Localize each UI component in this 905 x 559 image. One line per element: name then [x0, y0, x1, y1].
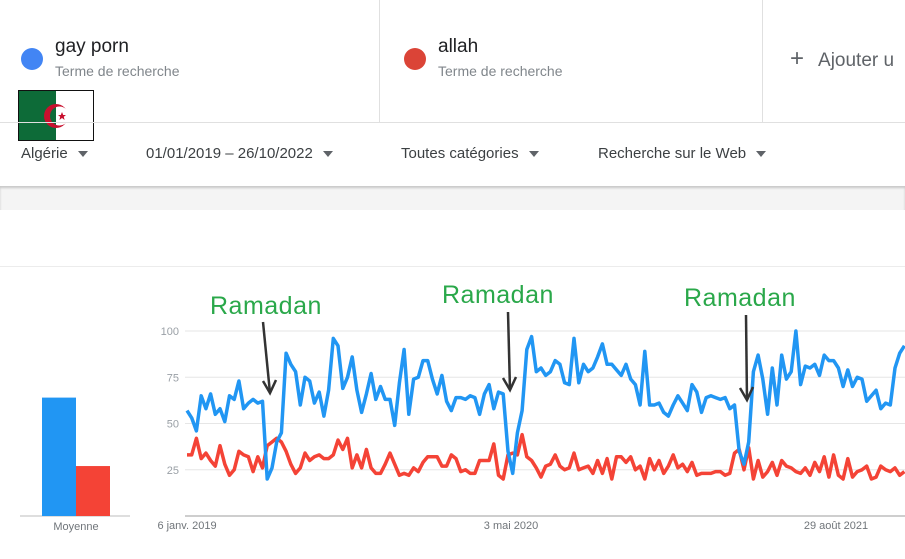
divider: [0, 122, 905, 123]
average-bar: [76, 466, 110, 516]
series-line-gay-porn: [185, 329, 905, 481]
arrow-icon: [261, 321, 272, 394]
divider: [379, 0, 380, 122]
term-subtitle: Terme de recherche: [55, 63, 180, 79]
arrow-icon: [744, 314, 749, 401]
arrowhead-icon: [738, 386, 755, 403]
caret-down-icon: [528, 151, 539, 158]
section-gap: [0, 186, 905, 210]
bar-category-label: Moyenne: [53, 521, 98, 533]
caret-down-icon: [322, 151, 333, 158]
search-type-dropdown[interactable]: Recherche sur le Web: [598, 145, 767, 162]
series-line-allah: [187, 432, 905, 481]
divider: [0, 266, 905, 267]
caret-down-icon: [756, 151, 767, 158]
add-term-button[interactable]: + Ajouter u: [790, 45, 894, 73]
x-tick-label: 3 mai 2020: [484, 520, 538, 532]
term-name: gay porn: [55, 36, 129, 57]
y-tick-label: 100: [161, 326, 179, 338]
region-dropdown[interactable]: Algérie: [21, 145, 88, 162]
x-tick-label: 6 janv. 2019: [157, 520, 216, 532]
divider: [762, 0, 763, 122]
arrowhead-icon: [261, 379, 278, 396]
period-dropdown[interactable]: 01/01/2019 – 26/10/2022: [146, 145, 333, 162]
term-name: allah: [438, 36, 479, 57]
average-bar: [42, 397, 76, 516]
y-tick-label: 50: [167, 419, 179, 431]
series-color-dot: [404, 48, 426, 70]
caret-down-icon: [77, 151, 88, 158]
term-subtitle: Terme de recherche: [438, 63, 563, 79]
arrow-icon: [506, 311, 512, 391]
term-card-1[interactable]: gay porn Terme de recherche: [0, 0, 379, 122]
category-dropdown[interactable]: Toutes catégories: [401, 145, 539, 162]
region-label: Algérie: [21, 145, 68, 162]
series-color-dot: [21, 48, 43, 70]
category-label: Toutes catégories: [401, 145, 519, 162]
period-label: 01/01/2019 – 26/10/2022: [146, 145, 313, 162]
annotation-label: Ramadan: [210, 292, 322, 320]
arrowhead-icon: [501, 376, 518, 393]
search-type-label: Recherche sur le Web: [598, 145, 747, 162]
annotation-label: Ramadan: [442, 281, 554, 309]
y-tick-label: 25: [167, 465, 179, 477]
term-card-2[interactable]: allah Terme de recherche: [380, 0, 762, 122]
y-tick-label: 75: [167, 372, 179, 384]
plus-icon: +: [790, 45, 805, 72]
add-term-label: Ajouter u: [818, 50, 895, 71]
annotation-label: Ramadan: [684, 284, 796, 312]
x-tick-label: 29 août 2021: [804, 520, 868, 532]
